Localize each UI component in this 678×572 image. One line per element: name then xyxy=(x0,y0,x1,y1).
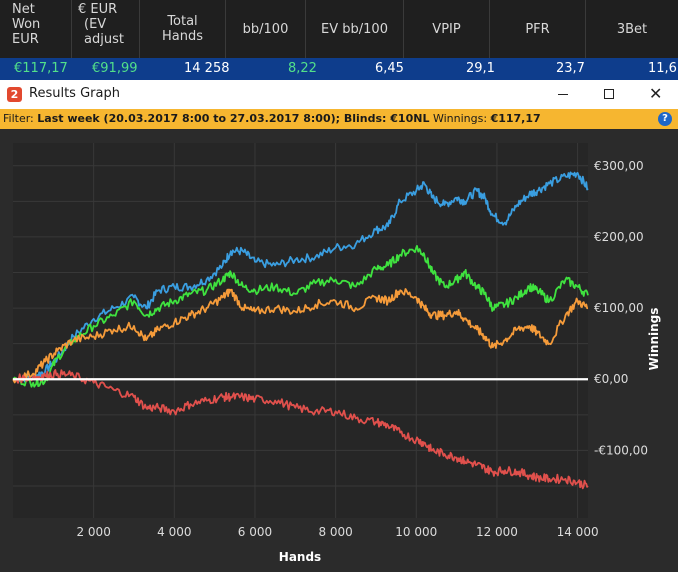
x-axis-ticks: 2 000 4 000 6 000 8 000 10 000 12 000 14 000 xyxy=(76,525,598,539)
stats-header-vpip[interactable]: VPIP xyxy=(404,0,490,58)
header-line: Net xyxy=(12,2,35,17)
header-line: Hands xyxy=(161,29,203,44)
y-tick-label: €300,00 xyxy=(594,159,644,173)
stats-table: Net Won EUR € EUR (EV adjust Total Hands… xyxy=(0,0,678,80)
y-tick-label: -€100,00 xyxy=(594,443,648,457)
y-tick-label: €100,00 xyxy=(594,301,644,315)
header-line: (EV xyxy=(84,17,107,32)
header-line: Won xyxy=(12,17,41,32)
x-tick-label: 2 000 xyxy=(76,525,110,539)
filter-text: Last week (20.03.2017 8:00 to 27.03.2017… xyxy=(37,112,430,125)
x-tick-label: 4 000 xyxy=(157,525,191,539)
x-tick-label: 8 000 xyxy=(318,525,352,539)
y-axis-label: Winnings xyxy=(647,308,661,371)
filter-bar[interactable]: Filter: Last week (20.03.2017 8:00 to 27… xyxy=(0,109,678,129)
x-tick-label: 6 000 xyxy=(238,525,272,539)
total-hands-value: 14 258 xyxy=(184,61,230,76)
header-line: EV bb/100 xyxy=(321,21,388,37)
help-icon[interactable]: ? xyxy=(658,112,672,126)
window-title: Results Graph xyxy=(29,86,120,101)
header-line: VPIP xyxy=(432,21,461,37)
window-titlebar[interactable]: 2 Results Graph ✕ xyxy=(0,80,678,109)
bb100-value: 8,22 xyxy=(288,61,317,76)
y-axis-ticks: €300,00 €200,00 €100,00 €0,00 -€100,00 xyxy=(594,159,648,458)
stats-header-bb100[interactable]: bb/100 xyxy=(226,0,306,58)
stats-value-row[interactable]: €117,17 €91,99 14 258 8,22 6,45 29,1 23,… xyxy=(0,58,678,80)
header-line: adjust xyxy=(84,32,124,47)
results-graph[interactable]: 2 000 4 000 6 000 8 000 10 000 12 000 14 000 €… xyxy=(0,129,678,572)
stats-header-ev-adjusted[interactable]: € EUR (EV adjust xyxy=(72,0,140,58)
header-line: bb/100 xyxy=(242,21,289,37)
minimize-icon xyxy=(558,94,568,95)
stats-header-total-hands[interactable]: Total Hands xyxy=(140,0,226,58)
vpip-value: 29,1 xyxy=(466,61,495,76)
x-tick-label: 14 000 xyxy=(557,525,599,539)
close-button[interactable]: ✕ xyxy=(632,80,678,109)
series-lines xyxy=(12,171,589,490)
y-tick-label: €0,00 xyxy=(594,372,628,386)
ev-adjusted-value: €91,99 xyxy=(92,61,138,76)
maximize-button[interactable] xyxy=(586,80,632,109)
series-line-sd_won xyxy=(12,245,589,388)
stats-header-pfr[interactable]: PFR xyxy=(490,0,586,58)
app-logo-icon: 2 xyxy=(7,87,22,102)
results-chart[interactable]: 2 000 4 000 6 000 8 000 10 000 12 000 14 000 €… xyxy=(0,129,678,572)
plot-area xyxy=(13,143,588,518)
stats-header-3bet[interactable]: 3Bet xyxy=(586,0,678,58)
x-tick-label: 12 000 xyxy=(476,525,518,539)
pfr-value: 23,7 xyxy=(556,61,585,76)
minimize-button[interactable] xyxy=(540,80,586,109)
header-line: € EUR xyxy=(78,2,118,17)
close-icon: ✕ xyxy=(649,84,663,103)
header-line: Total xyxy=(167,14,198,29)
header-line: EUR xyxy=(12,32,39,47)
x-tick-label: 10 000 xyxy=(395,525,437,539)
header-line: PFR xyxy=(525,21,550,37)
stats-header-ev-bb100[interactable]: EV bb/100 xyxy=(306,0,404,58)
series-line-net_won xyxy=(12,171,589,383)
stats-header-net-won[interactable]: Net Won EUR xyxy=(0,0,72,58)
y-tick-label: €200,00 xyxy=(594,230,644,244)
3bet-value: 11,6 xyxy=(648,61,677,76)
series-line-ev xyxy=(12,288,589,384)
series-line-non_sd xyxy=(12,369,589,490)
stats-header-row: Net Won EUR € EUR (EV adjust Total Hands… xyxy=(0,0,678,58)
filter-winnings-label: Winnings: xyxy=(432,112,488,125)
ev-bb100-value: 6,45 xyxy=(375,61,404,76)
header-line: 3Bet xyxy=(616,21,648,37)
x-axis-label: Hands xyxy=(279,550,321,564)
filter-winnings-value: €117,17 xyxy=(490,112,541,125)
filter-label: Filter: xyxy=(3,112,34,125)
maximize-icon xyxy=(604,89,614,99)
net-won-value: €117,17 xyxy=(14,61,68,76)
